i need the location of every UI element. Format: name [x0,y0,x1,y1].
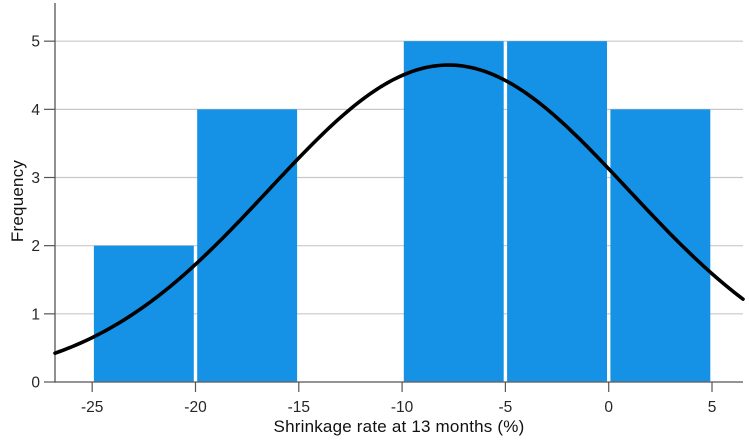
histogram-bar [610,109,711,382]
x-axis-title: Shrinkage rate at 13 months (%) [273,417,525,436]
y-tick-label: 3 [31,170,40,187]
y-tick-label: 4 [31,102,40,119]
x-tick-label: -20 [184,399,207,416]
x-tick-label: -10 [391,399,414,416]
y-tick-label: 0 [31,375,40,392]
x-tick-label: -25 [81,399,103,416]
x-tick-label: -15 [288,399,310,416]
y-axis-title: Frequency [8,159,27,243]
histogram-bar [403,41,504,382]
y-tick-label: 2 [31,238,40,255]
histogram-bar [93,245,194,382]
y-tick-label: 5 [31,34,40,51]
histogram-bar [197,109,298,382]
histogram-bar [507,41,608,382]
x-tick-label: -5 [499,399,513,416]
x-tick-label: 5 [708,399,717,416]
x-tick-label: 0 [604,399,613,416]
y-tick-label: 1 [31,306,40,323]
normal-curve [53,63,745,355]
